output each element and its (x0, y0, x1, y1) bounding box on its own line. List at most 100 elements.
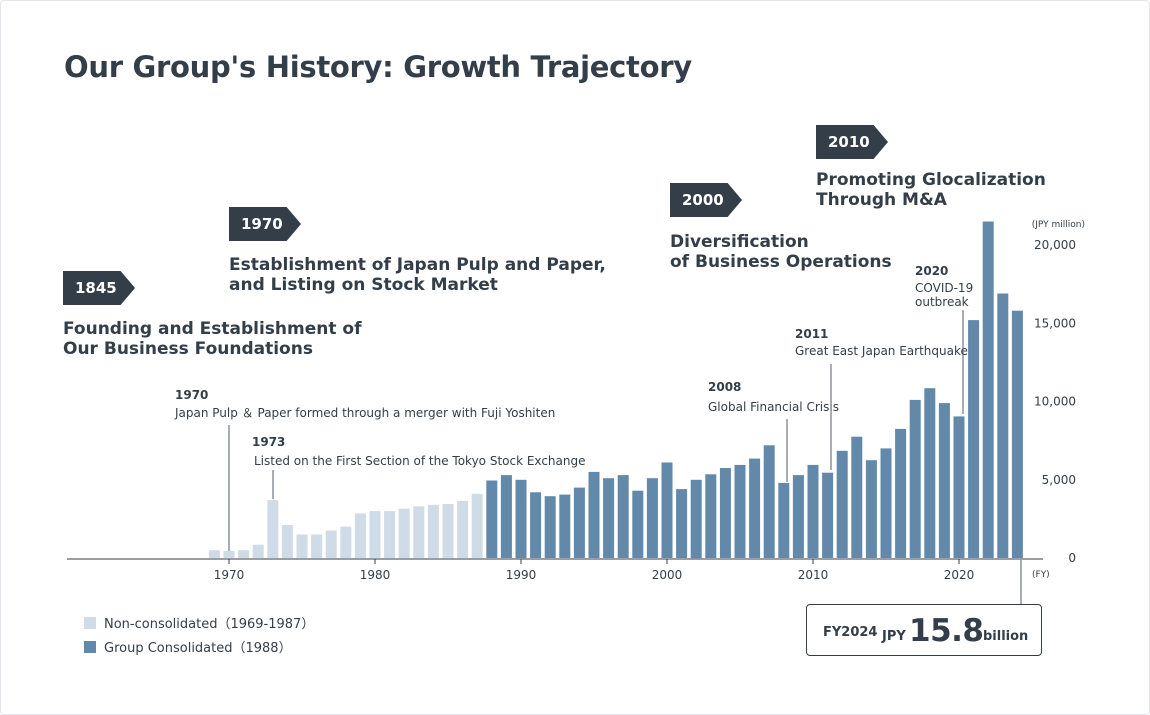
era-heading-1970: Establishment of Japan Pulp and Paper, an… (229, 255, 606, 295)
legend-label-consolidated: Group Consolidated（1988） (104, 641, 292, 656)
era-tag-1970: 1970 (229, 207, 301, 241)
bar-consolidated-1998 (632, 490, 644, 558)
bar-consolidated-2005 (734, 464, 746, 558)
x-tick-label-1970: 1970 (214, 568, 245, 582)
bar-non-consolidated-1972 (252, 544, 264, 558)
bar-consolidated-1993 (559, 494, 571, 558)
era-tag-2000: 2000 (670, 183, 742, 217)
bar-consolidated-1995 (588, 471, 600, 558)
era-heading-2000: Diversification of Business Operations (670, 232, 892, 272)
bar-non-consolidated-1987 (471, 493, 483, 558)
bar-consolidated-1990 (515, 479, 527, 559)
x-tick-label-2020: 2020 (944, 568, 975, 582)
bar-consolidated-2001 (676, 489, 688, 558)
era-heading-2010: Promoting Glocalization Through M&A (816, 170, 1046, 210)
bar-non-consolidated-1980 (369, 511, 381, 558)
bar-consolidated-2019 (938, 403, 950, 558)
y-tick-label-10000: 10,000 (1034, 395, 1076, 409)
y-tick-label-15000: 15,000 (1034, 316, 1076, 330)
bar-consolidated-2012 (836, 450, 848, 558)
era-tag-1845: 1845 (63, 271, 135, 305)
bar-non-consolidated-1979 (354, 513, 366, 558)
bar-consolidated-2020 (953, 416, 965, 558)
bar-non-consolidated-1969 (208, 550, 220, 558)
y-tick-label-5000: 5,000 (1042, 473, 1076, 487)
x-tick-label-2000: 2000 (652, 568, 683, 582)
event-year-1970: 1970 (175, 388, 209, 402)
event-year-2020: 2020 (915, 264, 949, 278)
bar-consolidated-1994 (573, 487, 585, 558)
bar-non-consolidated-1986 (457, 500, 469, 558)
fy2024-callout: FY2024 JPY 15.8 billion (806, 604, 1042, 656)
legend-swatch-consolidated (84, 641, 96, 653)
x-tick-label-2010: 2010 (798, 568, 829, 582)
bar-consolidated-1996 (603, 478, 615, 558)
bar-non-consolidated-1974 (281, 525, 293, 558)
bar-consolidated-1988 (486, 480, 498, 558)
bar-consolidated-2023 (997, 293, 1009, 558)
event-text-2008: Global Financial Crisis (708, 400, 839, 414)
legend-label-non-consolidated: Non-consolidated（1969-1987） (104, 617, 315, 632)
x-unit-label: (FY) (1032, 570, 1050, 580)
bar-consolidated-2021 (968, 320, 980, 558)
callout-value: 15.8 (909, 613, 984, 649)
bar-consolidated-2017 (909, 399, 921, 558)
callout-fy: FY2024 (823, 625, 878, 640)
bar-non-consolidated-1973 (267, 500, 279, 558)
event-year-2008: 2008 (708, 380, 742, 394)
bar-non-consolidated-1985 (442, 504, 454, 558)
bar-consolidated-1992 (544, 496, 556, 558)
bar-non-consolidated-1975 (296, 534, 308, 558)
bar-consolidated-2003 (705, 474, 717, 558)
bar-consolidated-2008 (778, 482, 790, 558)
bar-consolidated-2011 (822, 472, 834, 558)
bar-non-consolidated-1970 (223, 551, 235, 558)
bar-non-consolidated-1971 (238, 550, 250, 558)
event-text-1973: Listed on the First Section of the Tokyo… (254, 454, 586, 468)
y-unit-label: (JPY million) (1032, 220, 1085, 230)
legend-item-non-consolidated: Non-consolidated（1969-1987） (84, 613, 314, 632)
bar-consolidated-2022 (982, 221, 994, 558)
bar-consolidated-1989 (500, 475, 512, 558)
bar-consolidated-2016 (895, 428, 907, 558)
bar-consolidated-2000 (661, 462, 673, 558)
y-tick-label-0: 0 (1068, 551, 1076, 565)
bar-non-consolidated-1984 (427, 504, 439, 558)
bar-consolidated-2010 (807, 464, 819, 558)
era-tag-2010: 2010 (816, 125, 888, 159)
event-text-2011: Great East Japan Earthquake (795, 344, 968, 358)
bar-non-consolidated-1983 (413, 506, 425, 558)
bar-consolidated-2018 (924, 388, 936, 558)
x-tick-label-1990: 1990 (506, 568, 537, 582)
callout-unit: billion (983, 629, 1029, 644)
legend-item-consolidated: Group Consolidated（1988） (84, 637, 292, 656)
bar-consolidated-1997 (617, 475, 629, 558)
bar-consolidated-2009 (792, 475, 804, 558)
x-tick-label-1980: 1980 (360, 568, 391, 582)
event-text-1970: Japan Pulp ＆ Paper formed through a merg… (175, 406, 556, 420)
bar-consolidated-2013 (851, 436, 863, 558)
event-text-2020: COVID-19 outbreak (915, 281, 974, 309)
era-heading-1845: Founding and Establishment of Our Busines… (63, 319, 362, 359)
bar-consolidated-2007 (763, 445, 775, 558)
bar-consolidated-2014 (865, 460, 877, 558)
event-year-1973: 1973 (252, 435, 286, 449)
legend-swatch-non-consolidated (84, 617, 96, 629)
bar-consolidated-2002 (690, 479, 702, 559)
bar-non-consolidated-1976 (311, 534, 323, 558)
callout-currency: JPY (882, 629, 906, 644)
bar-consolidated-2015 (880, 448, 892, 558)
bar-consolidated-2006 (749, 458, 761, 558)
y-tick-label-20000: 20,000 (1034, 238, 1076, 252)
bar-non-consolidated-1981 (384, 511, 396, 558)
bar-consolidated-2004 (719, 468, 731, 558)
event-year-2011: 2011 (795, 327, 829, 341)
page-title: Our Group's History: Growth Trajectory (64, 50, 692, 84)
bar-non-consolidated-1978 (340, 526, 352, 558)
bar-non-consolidated-1982 (398, 508, 410, 558)
bar-consolidated-1999 (646, 478, 658, 558)
bar-consolidated-1991 (530, 492, 542, 558)
bar-consolidated-2024 (1011, 310, 1023, 558)
